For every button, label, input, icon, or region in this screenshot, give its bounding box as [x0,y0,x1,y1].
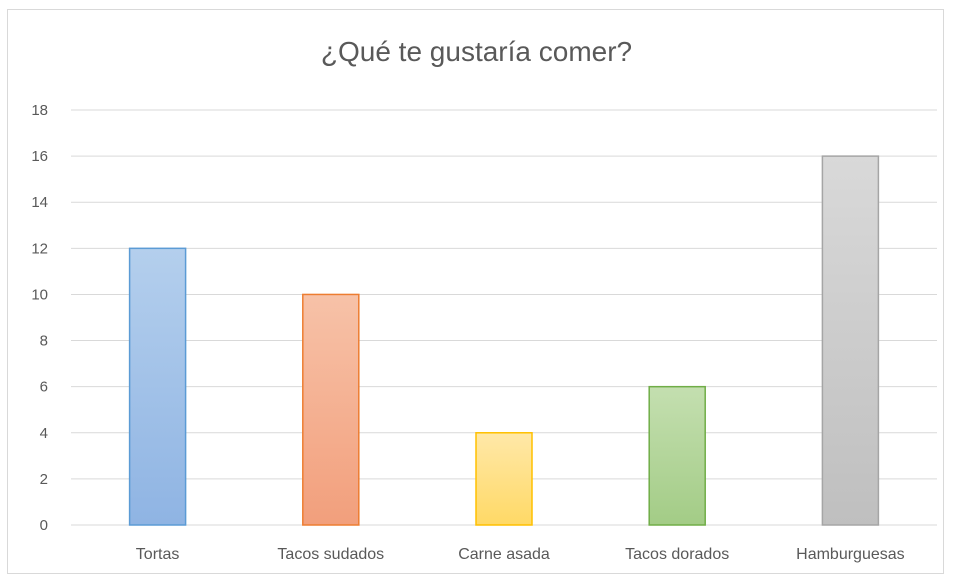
y-tick-label: 8 [40,333,48,350]
x-tick-label: Tacos dorados [625,546,729,563]
bars [128,155,880,526]
bar [821,155,880,526]
bar [302,293,360,526]
chart-title: ¿Qué te gustaría comer? [320,36,633,67]
y-tick-label: 0 [40,517,48,534]
x-tick-label: Carne asada [458,546,550,563]
y-tick-label: 14 [31,194,48,211]
y-tick-label: 12 [31,240,48,257]
x-tick-label: Hamburguesas [796,546,905,563]
y-axis-ticks: 0 2 4 6 8 10 12 14 16 18 [31,102,48,534]
x-tick-label: Tortas [136,546,180,563]
x-tick-label: Tacos sudados [277,546,384,563]
y-tick-label: 4 [40,425,48,442]
bar [475,432,533,526]
y-tick-label: 18 [31,102,48,119]
x-axis-ticks: Tortas Tacos sudados Carne asada Tacos dora… [136,546,905,563]
y-tick-label: 2 [40,471,48,488]
bar [648,385,706,526]
y-tick-label: 16 [31,148,48,165]
y-tick-label: 6 [40,379,48,396]
bar [128,247,187,526]
y-tick-label: 10 [31,286,48,303]
